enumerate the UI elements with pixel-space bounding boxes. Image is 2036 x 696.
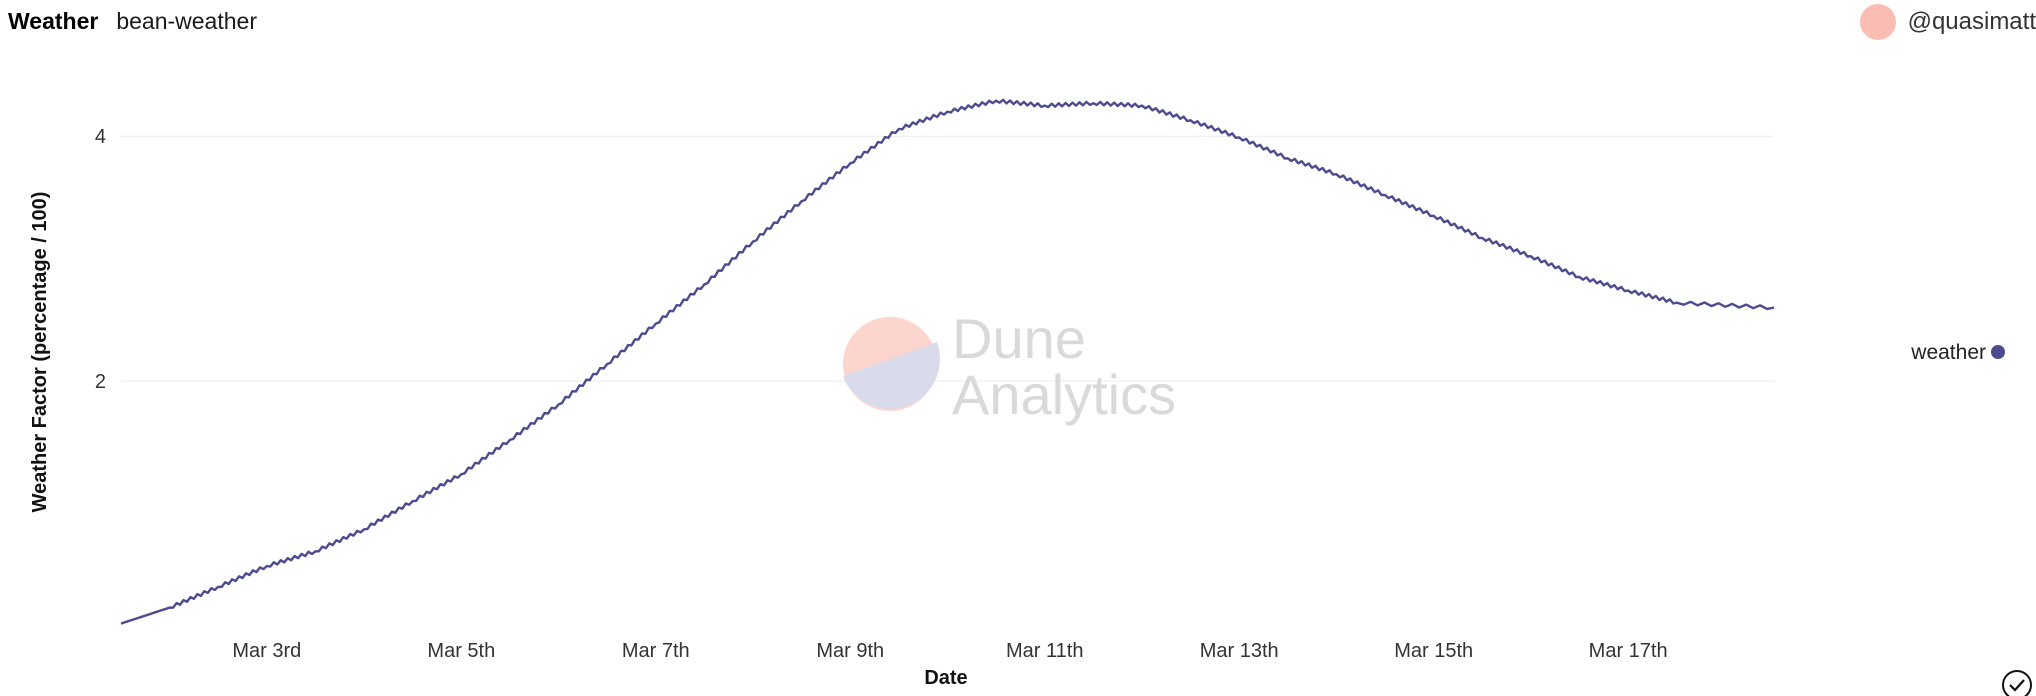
data-point [1578,275,1582,279]
data-point [751,240,755,244]
data-point [362,527,366,531]
x-tick-label: Mar 17th [1589,640,1668,662]
data-point [1383,193,1387,197]
watermark-line-1: Dune [952,307,1086,370]
visualization-title: Weather [8,8,99,34]
x-tick-label: Mar 3rd [232,640,301,662]
data-point [459,472,463,476]
author-badge[interactable]: @quasimatt [1859,4,2036,40]
data-point [1140,104,1144,108]
legend-label-weather: weather [1910,341,1986,364]
series-layer [119,98,1776,626]
data-point [994,99,998,103]
data-point [1675,301,1679,305]
data-point [897,127,901,131]
data-point [848,161,852,165]
legend-dot-icon [1991,345,2005,359]
data-point [1334,172,1338,176]
data-point [702,282,706,286]
avatar-icon [1859,4,1896,40]
y-tick-label: 2 [95,371,106,393]
x-tick-label: Mar 11th [1006,640,1083,662]
series-line-weather [120,98,1775,625]
chart-header: Weather bean-weather [8,8,257,35]
watermark-line-2: Analytics [952,363,1176,426]
data-point [1043,104,1047,108]
data-point [265,564,269,568]
data-point [1529,254,1533,258]
data-point [1286,156,1290,160]
query-name-link[interactable]: bean-weather [116,8,257,34]
data-point [946,110,950,114]
data-point [654,322,658,326]
y-axis-title: Weather Factor (percentage / 100) [29,192,51,513]
data-point [1480,236,1484,240]
data-point [605,362,609,366]
author-name[interactable]: @quasimatt [1907,8,2036,35]
data-point [411,499,415,503]
data-point [1237,135,1241,139]
legend[interactable]: weather [1910,341,2005,364]
x-axis-ticks: Mar 3rd Mar 5th Mar 7th Mar 9th Mar 11th Mar … [232,640,1667,662]
x-tick-label: Mar 7th [622,640,690,662]
data-point [557,402,561,406]
data-point [216,585,220,589]
data-point [313,549,317,553]
gridlines [121,135,1774,382]
dune-logo-icon [843,317,940,411]
y-axis-ticks: 24 [95,126,106,393]
x-tick-label: Mar 13th [1200,640,1279,662]
data-point [1189,118,1193,122]
x-tick-label: Mar 15th [1394,640,1473,662]
x-tick-label: Mar 9th [816,640,884,662]
data-point [1772,306,1776,310]
data-point [1626,289,1630,293]
data-point [508,438,512,442]
data-point [1091,101,1095,105]
x-axis-title: Date [924,667,967,689]
data-point [1432,214,1436,218]
data-point [800,199,804,203]
check-circle-icon[interactable] [2000,668,2034,696]
y-tick-label: 4 [95,126,106,148]
x-tick-label: Mar 5th [427,640,495,662]
data-point [119,622,123,626]
data-point [168,606,172,610]
dune-analytics-watermark: Dune Analytics [843,307,1176,426]
